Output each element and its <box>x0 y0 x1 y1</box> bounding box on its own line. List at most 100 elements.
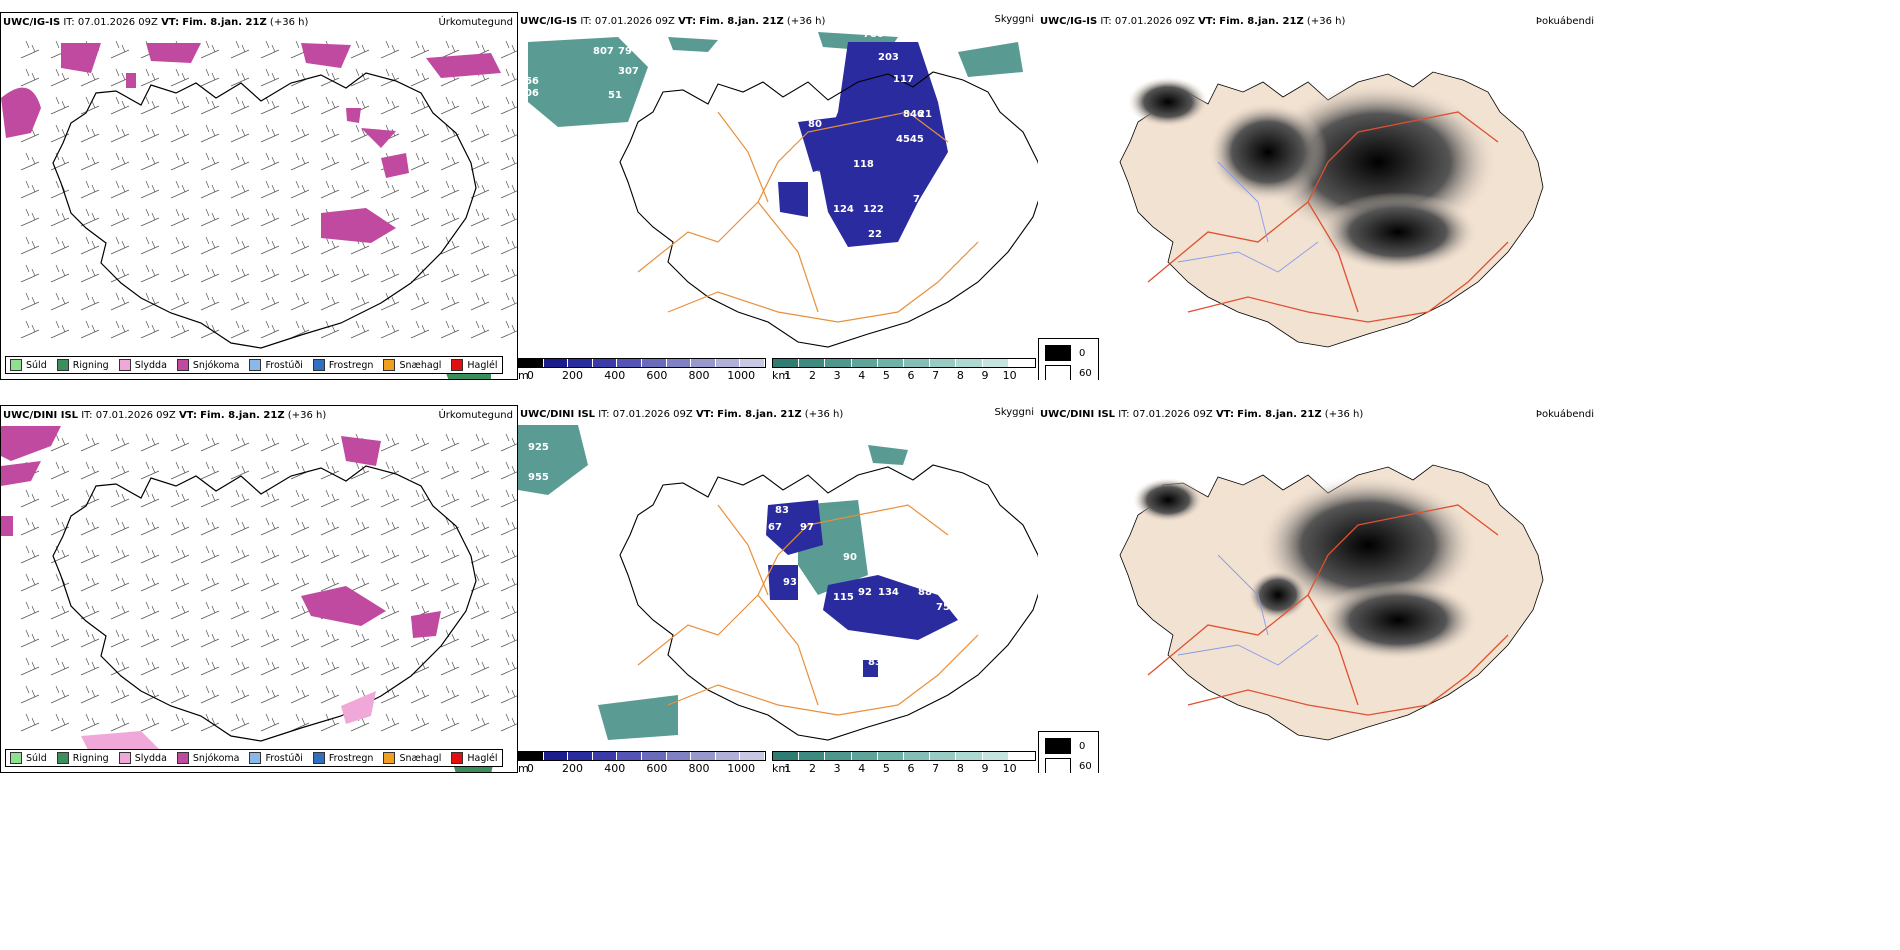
wind-barb <box>170 461 190 480</box>
wind-barb <box>140 152 160 171</box>
wind-barb <box>410 320 430 339</box>
scale-colorbar <box>518 751 766 761</box>
wind-barb <box>350 180 370 199</box>
wind-barb <box>110 517 130 536</box>
wind-barb <box>500 68 517 87</box>
legend-swatch <box>312 359 325 371</box>
wind-barb <box>50 96 70 115</box>
wind-barb <box>350 124 370 143</box>
wind-barb <box>80 657 100 676</box>
visibility-value: 786 <box>863 29 884 40</box>
wind-barb <box>20 68 40 87</box>
scale-tick-label: 3 <box>833 369 841 380</box>
wind-barb <box>80 573 100 592</box>
scale-tick-label: 400 <box>604 369 626 380</box>
wind-barb <box>320 292 340 311</box>
wind-barb <box>350 629 370 648</box>
wind-barb <box>410 433 430 452</box>
wind-barb <box>500 292 517 311</box>
wind-barb <box>80 629 100 648</box>
panel-title: UWC/DINI ISL IT: 07.01.2026 09Z VT: Fim.… <box>1040 409 1364 420</box>
visibility-value: 117 <box>893 74 914 85</box>
legend-label: Snæhagl <box>399 359 442 371</box>
wind-barb <box>230 96 250 115</box>
scale-color-step <box>799 359 826 367</box>
wind-barb <box>320 461 340 480</box>
scale-color-step <box>592 359 618 367</box>
wind-barb <box>110 545 130 564</box>
wind-barb <box>380 713 400 732</box>
wind-barb <box>410 461 430 480</box>
wind-barb <box>230 545 250 564</box>
wind-barb <box>140 292 160 311</box>
visibility-value: 134 <box>878 587 899 598</box>
river-network <box>1177 554 1319 666</box>
wind-barb <box>230 573 250 592</box>
legend-item: Snjókoma <box>176 359 239 371</box>
wind-barb <box>170 713 190 732</box>
wind-barb <box>320 573 340 592</box>
wind-barb <box>410 180 430 199</box>
legend-swatch <box>118 752 131 764</box>
ceiling-scale: m 0 200 400 600 800 1000 <box>518 358 766 380</box>
wind-barb <box>380 180 400 199</box>
fog-panel-top: UWC/IG-IS IT: 07.01.2026 09Z VT: Fim. 8.… <box>1038 12 1598 380</box>
fog-legend-swatch <box>1045 345 1071 361</box>
wind-barb <box>290 601 310 620</box>
wind-barb <box>410 685 430 704</box>
wind-barb <box>170 573 190 592</box>
legend-item: Slydda <box>118 359 167 371</box>
scale-ticks: km 1 2 3 4 5 6 7 8 9 10 <box>772 368 1036 380</box>
wind-barb <box>80 601 100 620</box>
wind-barb <box>20 545 40 564</box>
wind-barb <box>320 657 340 676</box>
visibility-scale: km 1 2 3 4 5 6 7 8 9 10 <box>772 358 1036 380</box>
fog-legend-row: 0 <box>1045 343 1092 363</box>
scale-tick-label: 800 <box>688 369 710 380</box>
wind-barb <box>260 320 280 339</box>
road-network <box>1147 504 1509 716</box>
legend-item: Haglél <box>451 359 498 371</box>
scale-color-step <box>799 752 826 760</box>
wind-barb <box>500 545 517 564</box>
wind-barb <box>140 685 160 704</box>
wind-barb <box>110 264 130 283</box>
fog-legend-row: 0 <box>1045 736 1092 756</box>
panel-title: UWC/DINI ISL IT: 07.01.2026 09Z VT: Fim.… <box>3 410 327 421</box>
wind-barb <box>320 152 340 171</box>
wind-barb <box>110 320 130 339</box>
wind-barb <box>290 685 310 704</box>
visibility-value: 122 <box>863 204 884 215</box>
wind-barb <box>140 461 160 480</box>
scale-tick-label: 0 <box>526 369 534 380</box>
scale-colorbar <box>772 751 1036 761</box>
wind-barb <box>110 601 130 620</box>
wind-barb <box>140 517 160 536</box>
scale-color-step <box>851 752 878 760</box>
wind-barb <box>260 180 280 199</box>
wind-barb <box>80 152 100 171</box>
scale-tick-label: 2 <box>808 762 816 773</box>
wind-barb <box>260 517 280 536</box>
visibility-value: 97 <box>800 522 814 533</box>
wind-barb <box>470 601 490 620</box>
wind-barb <box>380 685 400 704</box>
wind-barb <box>200 657 220 676</box>
legend-swatch <box>10 752 22 764</box>
wind-barb <box>110 685 130 704</box>
wind-barb <box>380 96 400 115</box>
scale-tick-label: 4 <box>858 369 866 380</box>
wind-barb <box>260 124 280 143</box>
wind-barb <box>440 320 460 339</box>
snow-areas <box>1 43 501 243</box>
legend-swatch <box>176 359 189 371</box>
wind-barb <box>200 461 220 480</box>
wind-barb <box>380 236 400 255</box>
wind-barb <box>410 40 430 59</box>
wind-barb <box>290 264 310 283</box>
fog-legend-swatch <box>1045 365 1071 380</box>
wind-barb <box>320 713 340 732</box>
wind-barb <box>110 208 130 227</box>
wind-barb <box>110 180 130 199</box>
wind-barb <box>440 433 460 452</box>
